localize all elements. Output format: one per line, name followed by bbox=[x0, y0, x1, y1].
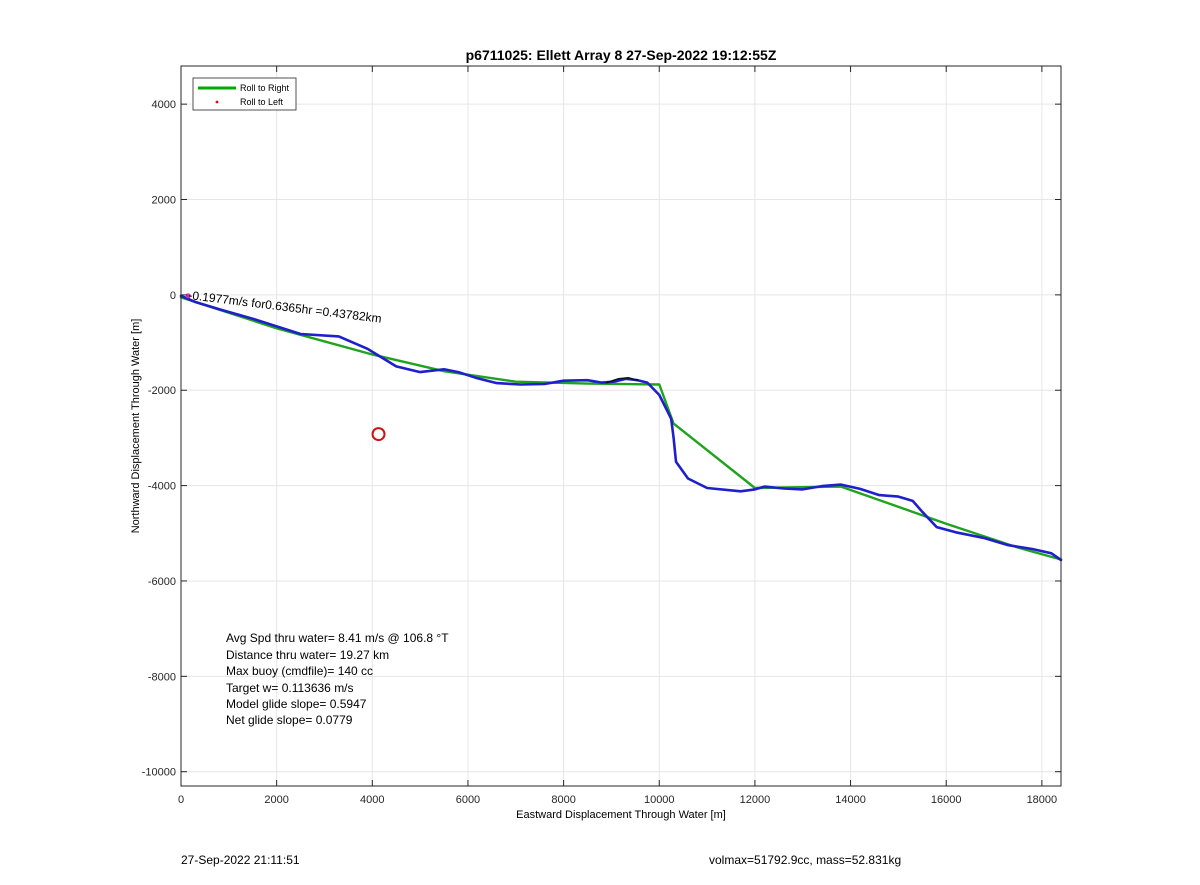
x-tick-label: 6000 bbox=[456, 794, 480, 806]
stat-max-buoy: Max buoy (cmdfile)= 140 cc bbox=[226, 664, 373, 678]
legend-label-roll-right: Roll to Right bbox=[240, 83, 290, 93]
legend: Roll to Right Roll to Left bbox=[192, 77, 297, 111]
stats-block: Avg Spd thru water= 8.41 m/s @ 106.8 °T … bbox=[226, 631, 449, 727]
y-tick-label: 2000 bbox=[152, 195, 176, 207]
x-axis-label: Eastward Displacement Through Water [m] bbox=[516, 809, 726, 821]
ticks: 0 2000 4000 6000 8000 10000 12000 14000 16000 180… bbox=[142, 66, 1061, 806]
stat-distance: Distance thru water= 19.27 km bbox=[226, 648, 389, 662]
x-tick-label: 12000 bbox=[740, 794, 771, 806]
plot-area bbox=[181, 66, 1061, 786]
legend-box bbox=[192, 77, 297, 111]
x-tick-label: 10000 bbox=[644, 794, 675, 806]
stat-target-w: Target w= 0.113636 m/s bbox=[226, 681, 354, 695]
series-group bbox=[179, 294, 1063, 562]
y-tick-label: -8000 bbox=[148, 671, 176, 683]
x-tick-label: 16000 bbox=[931, 794, 962, 806]
series-line-2 bbox=[605, 376, 639, 384]
grid bbox=[180, 66, 1061, 786]
y-axis-label: Northward Displacement Through Water [m] bbox=[130, 319, 142, 534]
x-tick-label: 14000 bbox=[835, 794, 866, 806]
y-tick-label: 4000 bbox=[152, 99, 176, 111]
stat-model-glide: Model glide slope= 0.5947 bbox=[226, 697, 367, 711]
x-tick-label: 18000 bbox=[1027, 794, 1058, 806]
x-tick-label: 0 bbox=[178, 794, 184, 806]
target-marker bbox=[371, 427, 386, 442]
series-line-0 bbox=[179, 296, 1063, 561]
legend-swatch-roll-left bbox=[215, 100, 219, 104]
y-tick-label: -10000 bbox=[142, 767, 176, 779]
y-tick-label: 0 bbox=[170, 290, 176, 302]
y-tick-label: -2000 bbox=[148, 385, 176, 397]
plot-frame bbox=[180, 65, 1062, 787]
stat-avg-speed: Avg Spd thru water= 8.41 m/s @ 106.8 °T bbox=[226, 631, 449, 645]
series-line-1 bbox=[179, 294, 1063, 562]
stat-net-glide: Net glide slope= 0.0779 bbox=[226, 713, 353, 727]
footer-timestamp: 27-Sep-2022 21:11:51 bbox=[181, 853, 300, 867]
x-tick-label: 2000 bbox=[264, 794, 288, 806]
x-tick-label: 4000 bbox=[360, 794, 384, 806]
y-tick-label: -4000 bbox=[148, 481, 176, 493]
legend-label-roll-left: Roll to Left bbox=[240, 97, 284, 107]
chart-title: p6711025: Ellett Array 8 27-Sep-2022 19:… bbox=[466, 47, 777, 63]
footer-vol-mass: volmax=51792.9cc, mass=52.831kg bbox=[709, 853, 902, 867]
x-tick-label: 8000 bbox=[551, 794, 575, 806]
y-tick-label: -6000 bbox=[148, 576, 176, 588]
